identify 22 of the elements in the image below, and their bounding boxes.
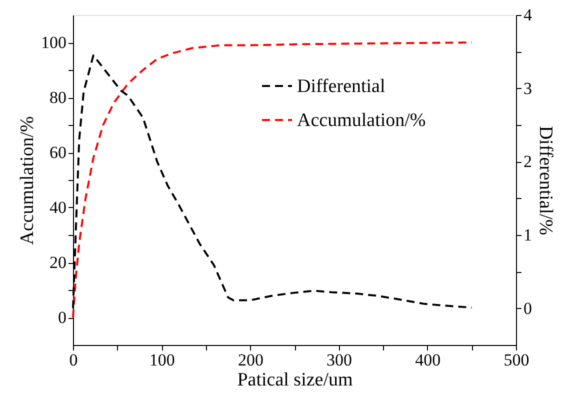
- legend-label: Differential: [297, 76, 386, 97]
- x-tick-label: 300: [326, 350, 352, 370]
- x-axis-title: Patical size/um: [237, 370, 353, 390]
- y-tick-label: 20: [50, 253, 66, 272]
- y2-tick-label: 1: [524, 226, 532, 244]
- y2-tick-label: 3: [524, 78, 532, 98]
- y-tick-label: 40: [50, 198, 66, 217]
- y2-axis-title: Differential/%: [535, 126, 556, 236]
- x-tick-label: 200: [238, 350, 264, 370]
- x-tick-label: 100: [149, 350, 175, 370]
- y-tick-label: 80: [50, 88, 66, 107]
- y-axis-title: Accumulation/%: [17, 116, 38, 245]
- y2-tick-label: 0: [524, 298, 532, 318]
- y-tick-label: 0: [58, 308, 66, 327]
- x-tick-label: 400: [415, 350, 441, 370]
- x-tick-label: 0: [69, 350, 78, 370]
- legend-label: Accumulation/%: [297, 110, 426, 131]
- y2-tick-label: 4: [524, 6, 532, 24]
- y2-tick-label: 2: [524, 152, 532, 172]
- x-tick-label: 500: [504, 350, 530, 370]
- y-tick-label: 60: [50, 143, 66, 162]
- y-tick-label: 100: [41, 33, 66, 52]
